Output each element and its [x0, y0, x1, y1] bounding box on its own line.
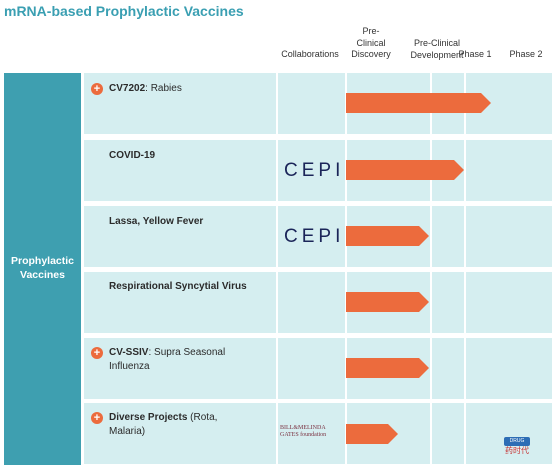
watermark-bottom: 药时代: [505, 446, 529, 455]
column-divider: [464, 206, 466, 267]
program-code: COVID-19: [109, 150, 156, 161]
stage-progress-arrow: [346, 358, 429, 378]
stage-progress-arrow: [346, 160, 464, 180]
watermark-top: DRUG TIMES: [504, 437, 530, 453]
column-header-phase1: Phase 1: [458, 49, 492, 59]
column-divider: [464, 338, 466, 399]
program-row: + CV-SSIV: Supra Seasonal Influenza: [84, 338, 552, 399]
program-name: Lassa, Yellow Fever: [109, 215, 259, 229]
program-name: CV7202: Rabies: [109, 83, 182, 94]
column-header-phase2: Phase 2: [509, 49, 543, 59]
expand-plus-icon[interactable]: +: [91, 412, 103, 424]
expand-plus-icon[interactable]: +: [91, 83, 103, 95]
cepi-logo: CEPI: [284, 226, 345, 247]
column-header-preclinical_discovery: Pre- Clinical Discovery: [351, 26, 391, 59]
stage-progress-arrow: [346, 424, 398, 444]
program-row: Respirational Syncytial Virus: [84, 272, 552, 333]
column-divider: [276, 140, 278, 201]
column-header-collaborations: Collaborations: [281, 49, 339, 59]
program-code: CV7202: [109, 83, 146, 94]
program-row: COVID-19 CEPI: [84, 140, 552, 201]
program-code: CV-SSIV: [109, 347, 149, 358]
category-sidebar: [4, 73, 81, 465]
column-divider: [430, 403, 432, 464]
program-name: Respirational Syncytial Virus: [109, 280, 259, 294]
program-row: Lassa, Yellow Fever CEPI: [84, 206, 552, 267]
program-indication: (Rota, Malaria): [109, 412, 218, 437]
column-divider: [464, 140, 466, 201]
column-divider: [276, 272, 278, 333]
column-divider: [430, 206, 432, 267]
page-title: mRNA-based Prophylactic Vaccines: [4, 3, 244, 19]
column-divider: [276, 338, 278, 399]
arrow-shape: [346, 160, 464, 180]
gates-foundation-logo: BILL&MELINDA GATES foundation: [280, 425, 327, 438]
arrow-shape: [346, 93, 491, 113]
program-code: Diverse Projects: [109, 412, 188, 423]
stage-progress-arrow: [346, 93, 491, 113]
column-divider: [464, 272, 466, 333]
expand-plus-icon[interactable]: +: [91, 347, 103, 359]
stage-progress-arrow: [346, 226, 429, 246]
program-code: Respirational Syncytial Virus: [109, 281, 247, 292]
column-divider: [464, 403, 466, 464]
column-divider: [430, 272, 432, 333]
program-name: CV-SSIV: Supra Seasonal Influenza: [109, 347, 226, 372]
column-divider: [276, 206, 278, 267]
program-row: + CV7202: Rabies: [84, 73, 552, 134]
program-name: COVID-19: [109, 149, 259, 163]
arrow-shape: [346, 424, 398, 444]
arrow-shape: [346, 226, 429, 246]
stage-progress-arrow: [346, 292, 429, 312]
program-name: Diverse Projects (Rota, Malaria): [109, 411, 249, 438]
program-row: + Diverse Projects (Rota, Malaria) BILL&ME…: [84, 403, 552, 464]
arrow-shape: [346, 292, 429, 312]
cepi-logo: CEPI: [284, 160, 345, 181]
category-label: Prophylactic Vaccines: [10, 255, 75, 281]
watermark-logo: DRUG TIMES 药时代: [504, 437, 530, 456]
program-code: Lassa, Yellow Fever: [109, 216, 204, 227]
arrow-shape: [346, 358, 429, 378]
program-indication: Rabies: [150, 83, 182, 94]
column-header-preclinical_development: Pre-Clinical Development: [410, 38, 464, 60]
column-divider: [276, 73, 278, 134]
column-divider: [430, 338, 432, 399]
column-divider: [276, 403, 278, 464]
program-indication: Supra Seasonal Influenza: [109, 347, 226, 372]
